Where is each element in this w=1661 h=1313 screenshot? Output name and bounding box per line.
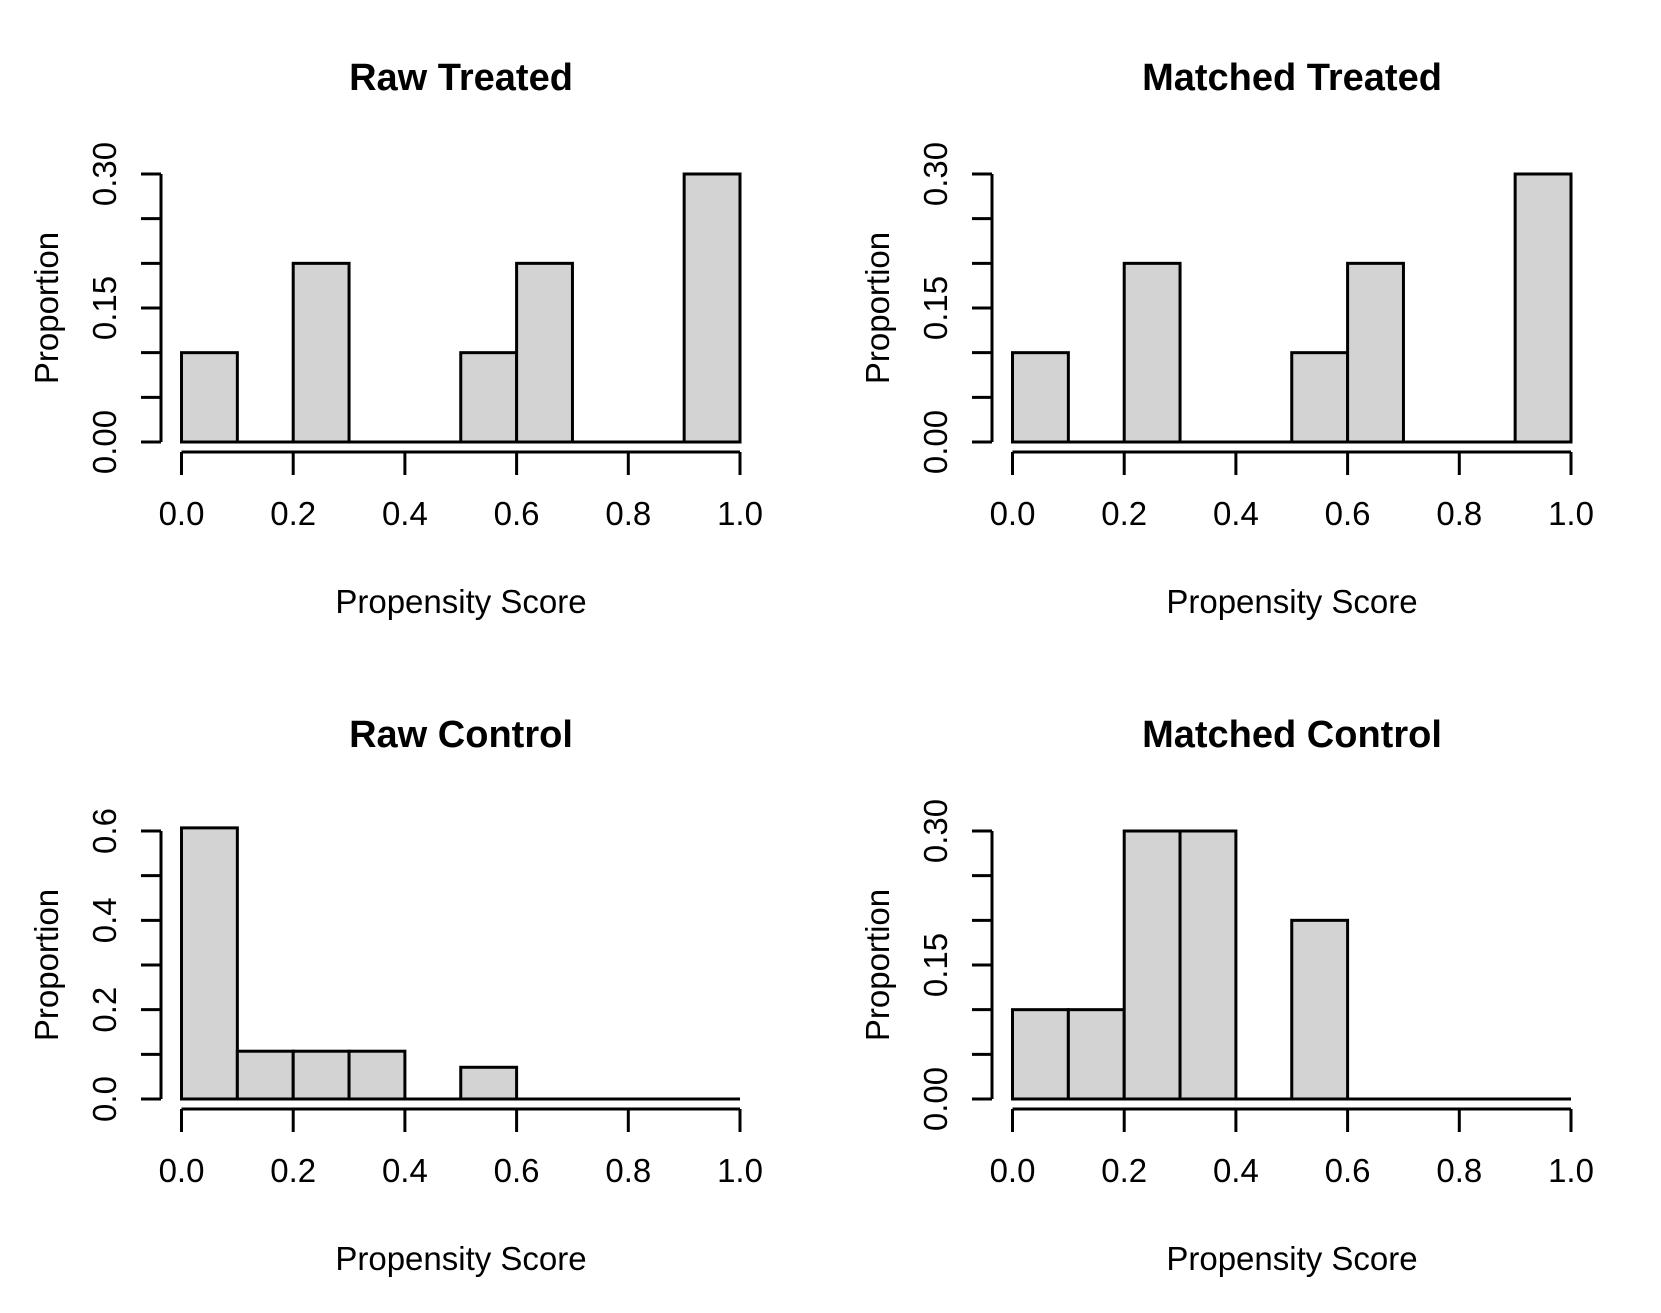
x-tick-label: 0.8 xyxy=(605,1152,651,1189)
y-axis-label: Proportion xyxy=(28,232,65,384)
histogram-bar xyxy=(1011,351,1070,444)
histogram-bar xyxy=(1066,1008,1126,1101)
x-tick-label: 0.6 xyxy=(1325,1152,1371,1189)
histogram-bar xyxy=(180,351,239,444)
histogram-bar xyxy=(347,1049,407,1101)
x-tick-label: 0.0 xyxy=(990,1152,1036,1189)
x-tick-label: 0.4 xyxy=(382,495,428,532)
histogram-matched-control: 0.00 0.15 0.30 0.0 0.2 0.4 0.6 0.8 1.0 Matched C… xyxy=(859,714,1594,1277)
y-tick-label: 0.15 xyxy=(86,276,123,340)
panel-raw-treated: 0.00 0.15 0.30 0.0 0.2 0.4 0.6 0.8 1.0 Raw Treat… xyxy=(0,0,830,656)
x-axis-label: Propensity Score xyxy=(335,1240,586,1277)
panel-matched-treated: 0.00 0.15 0.30 0.0 0.2 0.4 0.6 0.8 1.0 Matched T… xyxy=(831,0,1661,656)
histogram-bar xyxy=(235,1049,295,1101)
x-axis-label: Propensity Score xyxy=(1166,1240,1417,1277)
histogram-bar xyxy=(1122,261,1182,444)
x-tick-label: 0.8 xyxy=(1436,495,1482,532)
y-tick-label: 0.00 xyxy=(86,410,123,474)
y-tick-label: 0.30 xyxy=(86,142,123,206)
panel-title: Raw Control xyxy=(349,714,573,756)
histogram-bar xyxy=(1122,829,1182,1101)
y-tick-label: 0.30 xyxy=(917,142,954,206)
x-tick-label: 1.0 xyxy=(1548,1152,1594,1189)
x-tick-label: 1.0 xyxy=(717,495,763,532)
y-tick-label: 0.00 xyxy=(917,1067,954,1131)
plot-layer: 0.0 0.2 0.4 0.6 0.0 0.2 0.4 0.6 0.8 1.0 xyxy=(86,808,763,1189)
x-tick-label: 0.2 xyxy=(1101,495,1147,532)
histogram-bar xyxy=(682,172,742,444)
y-tick-label: 0.0 xyxy=(86,1076,123,1122)
histogram-bar xyxy=(1513,172,1573,444)
histogram-raw-treated: 0.00 0.15 0.30 0.0 0.2 0.4 0.6 0.8 1.0 Raw Treat… xyxy=(28,57,763,620)
x-tick-label: 0.0 xyxy=(159,1152,205,1189)
x-axis-label: Propensity Score xyxy=(1166,583,1417,620)
x-tick-label: 0.2 xyxy=(1101,1152,1147,1189)
panel-raw-control: 0.0 0.2 0.4 0.6 0.0 0.2 0.4 0.6 0.8 1.0 Raw Contr… xyxy=(0,657,830,1313)
x-tick-label: 0.6 xyxy=(494,495,540,532)
histogram-bar xyxy=(291,1049,351,1101)
y-tick-label: 0.30 xyxy=(917,799,954,863)
panel-title: Matched Treated xyxy=(1142,57,1442,99)
plot-layer: 0.00 0.15 0.30 0.0 0.2 0.4 0.6 0.8 1.0 xyxy=(917,799,1594,1189)
y-tick-label: 0.15 xyxy=(917,276,954,340)
x-tick-label: 0.4 xyxy=(382,1152,428,1189)
x-axis-label: Propensity Score xyxy=(335,583,586,620)
panel-title: Raw Treated xyxy=(349,57,573,99)
x-tick-label: 0.8 xyxy=(1436,1152,1482,1189)
plot-layer: 0.00 0.15 0.30 0.0 0.2 0.4 0.6 0.8 1.0 xyxy=(917,142,1594,532)
y-tick-label: 0.6 xyxy=(86,808,123,854)
x-tick-label: 1.0 xyxy=(717,1152,763,1189)
panel-title: Matched Control xyxy=(1142,714,1442,756)
histogram-bar xyxy=(459,351,519,444)
x-tick-label: 1.0 xyxy=(1548,495,1594,532)
histogram-bar xyxy=(1011,1008,1070,1101)
histogram-bar xyxy=(1346,261,1405,444)
histogram-bar xyxy=(459,1065,519,1101)
x-tick-label: 0.4 xyxy=(1213,495,1259,532)
x-tick-label: 0.2 xyxy=(270,1152,316,1189)
y-tick-label: 0.15 xyxy=(917,933,954,997)
x-tick-label: 0.0 xyxy=(159,495,205,532)
y-axis-label: Proportion xyxy=(28,889,65,1041)
x-tick-label: 0.6 xyxy=(1325,495,1371,532)
plot-layer: 0.00 0.15 0.30 0.0 0.2 0.4 0.6 0.8 1.0 xyxy=(86,142,763,532)
x-tick-label: 0.8 xyxy=(605,495,651,532)
y-tick-label: 0.00 xyxy=(917,410,954,474)
histogram-raw-control: 0.0 0.2 0.4 0.6 0.0 0.2 0.4 0.6 0.8 1.0 Raw Contr… xyxy=(28,714,763,1277)
y-tick-label: 0.4 xyxy=(86,897,123,943)
x-tick-label: 0.6 xyxy=(494,1152,540,1189)
histogram-bar xyxy=(515,261,574,444)
histogram-bar xyxy=(1290,918,1350,1101)
panel-matched-control: 0.00 0.15 0.30 0.0 0.2 0.4 0.6 0.8 1.0 Matched C… xyxy=(831,657,1661,1313)
y-axis-label: Proportion xyxy=(859,889,896,1041)
y-tick-label: 0.2 xyxy=(86,987,123,1033)
histogram-bar xyxy=(1178,829,1238,1101)
histogram-bar xyxy=(291,261,351,444)
x-tick-label: 0.2 xyxy=(270,495,316,532)
y-axis-label: Proportion xyxy=(859,232,896,384)
x-tick-label: 0.4 xyxy=(1213,1152,1259,1189)
histogram-bar xyxy=(180,826,239,1101)
x-tick-label: 0.0 xyxy=(990,495,1036,532)
histogram-bar xyxy=(1290,351,1350,444)
histogram-matched-treated: 0.00 0.15 0.30 0.0 0.2 0.4 0.6 0.8 1.0 Matched T… xyxy=(859,57,1594,620)
